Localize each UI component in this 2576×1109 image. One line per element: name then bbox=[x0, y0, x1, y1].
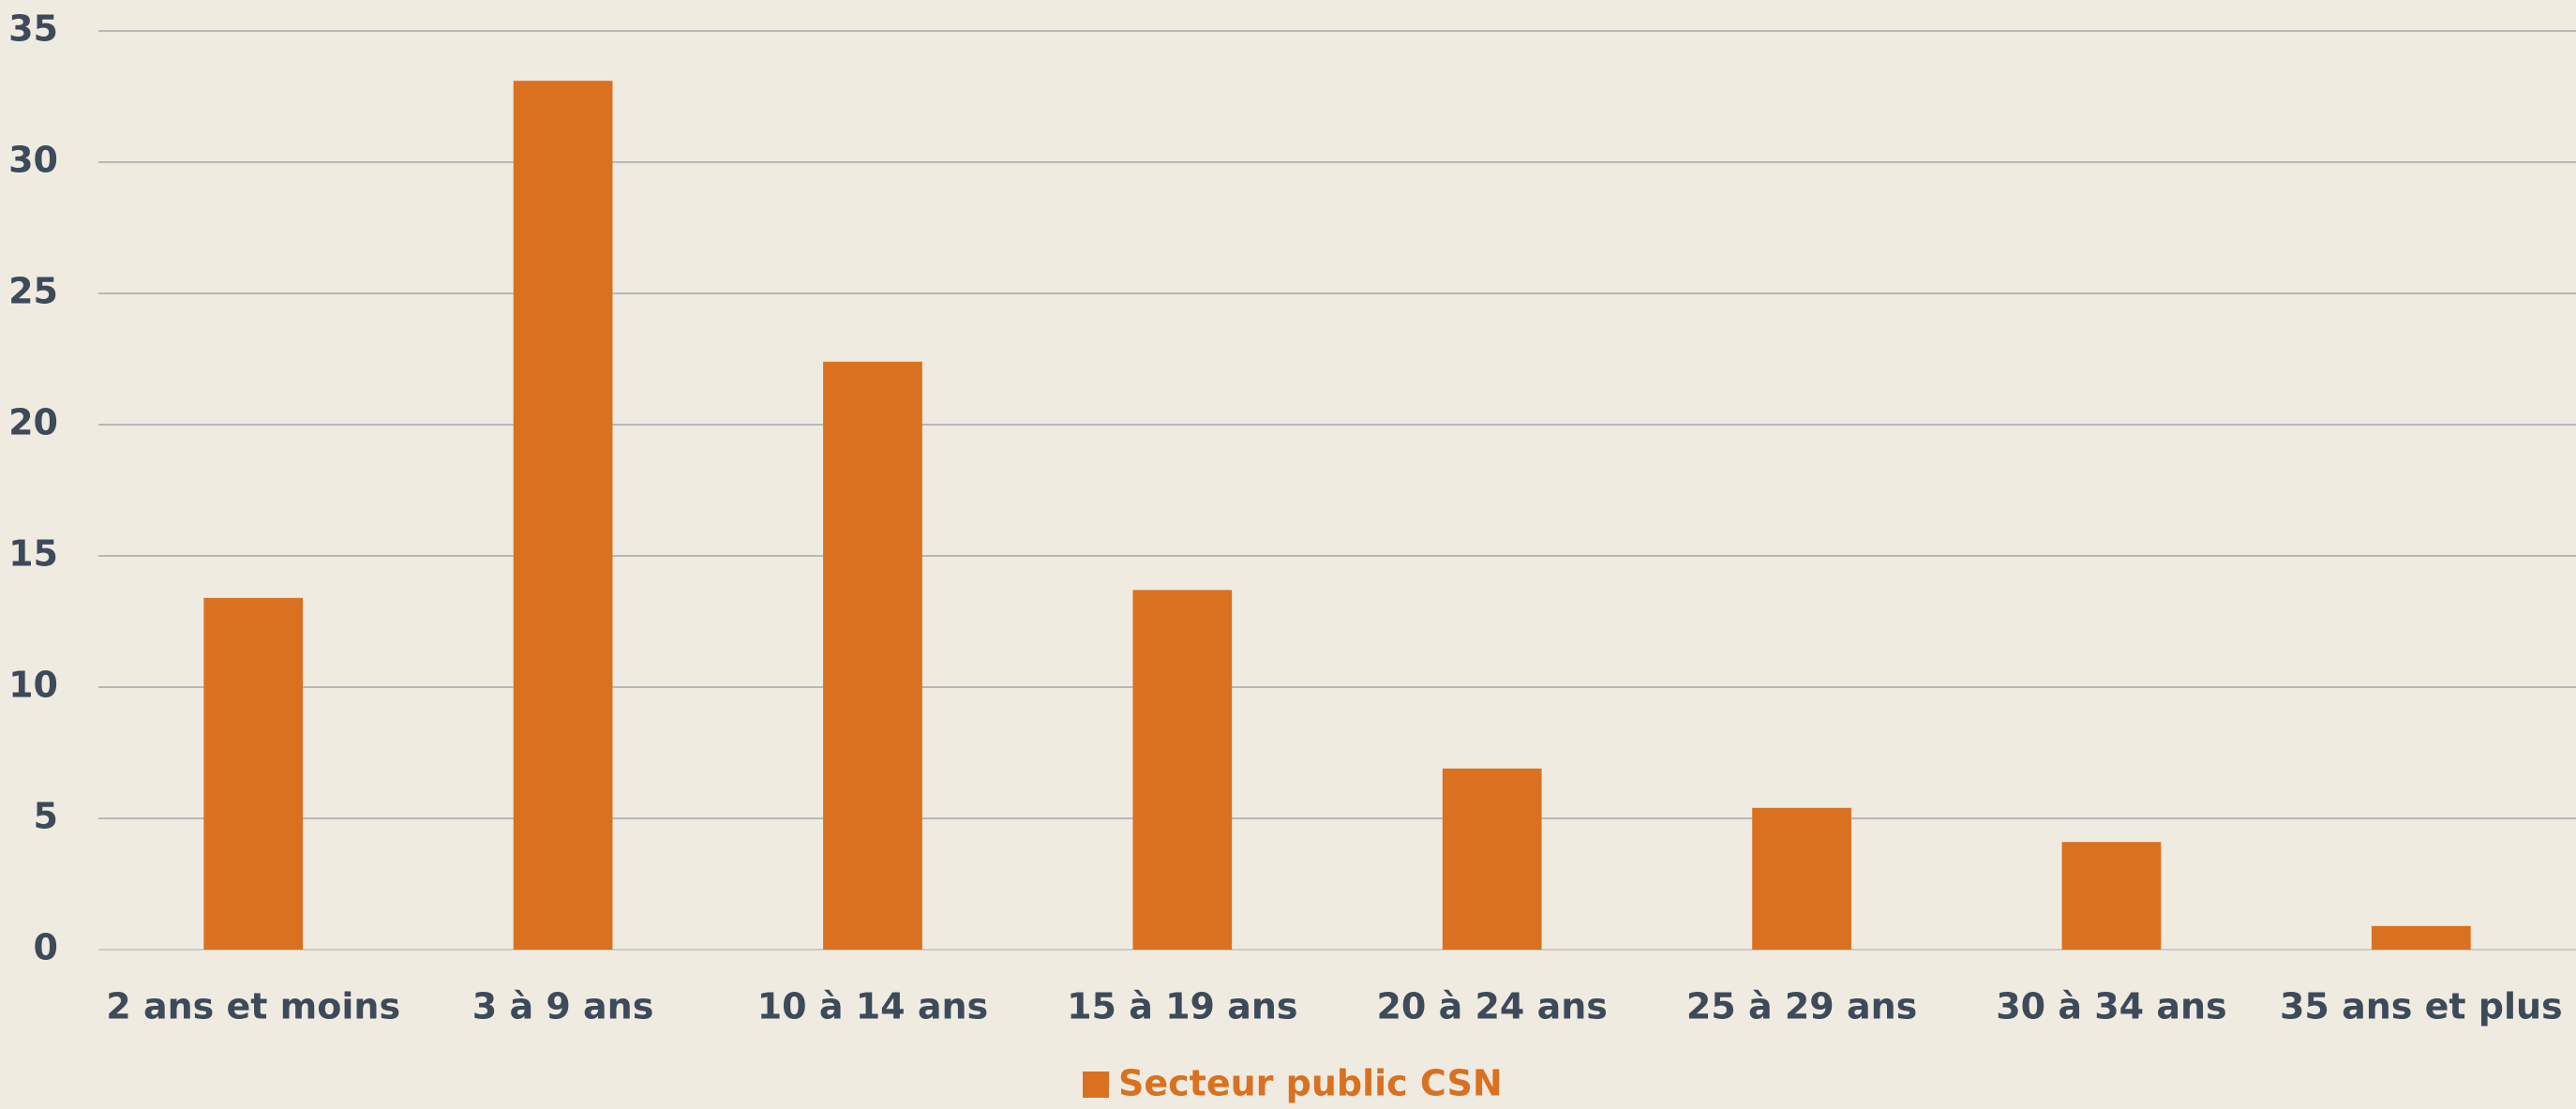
legend-label: Secteur public CSN bbox=[1118, 1063, 1503, 1104]
bar bbox=[1752, 807, 1851, 950]
y-tick-label: 15 bbox=[8, 533, 58, 575]
bar bbox=[513, 81, 613, 950]
bar bbox=[2371, 925, 2471, 950]
bar bbox=[1132, 590, 1233, 950]
bar bbox=[203, 597, 304, 950]
y-tick-label: 25 bbox=[8, 271, 58, 312]
y-tick-label: 0 bbox=[34, 927, 58, 968]
x-tick-label: 3 à 9 ans bbox=[472, 986, 654, 1027]
x-tick-label: 10 à 14 ans bbox=[757, 986, 988, 1027]
y-tick-label: 5 bbox=[34, 796, 58, 837]
x-tick-label: 25 à 29 ans bbox=[1686, 986, 1917, 1027]
legend-swatch bbox=[1083, 1072, 1109, 1098]
y-tick-label: 35 bbox=[8, 8, 58, 50]
x-tick-label: 35 ans et plus bbox=[2280, 986, 2563, 1027]
bar bbox=[2061, 842, 2162, 950]
y-tick-label: 10 bbox=[8, 665, 58, 706]
y-tick-label: 20 bbox=[8, 402, 58, 443]
bar bbox=[1442, 768, 1542, 950]
x-tick-label: 20 à 24 ans bbox=[1376, 986, 1607, 1027]
x-tick-label: 15 à 19 ans bbox=[1067, 986, 1297, 1027]
x-tick-label: 30 à 34 ans bbox=[1996, 986, 2226, 1027]
bar bbox=[823, 361, 922, 950]
x-tick-label: 2 ans et moins bbox=[106, 986, 400, 1027]
y-tick-label: 30 bbox=[8, 140, 58, 181]
